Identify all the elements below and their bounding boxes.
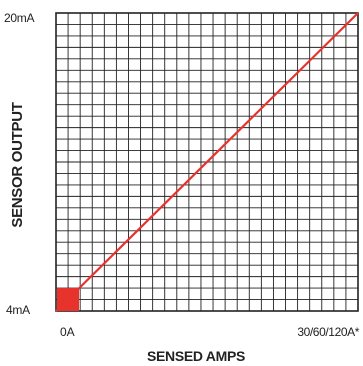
x-tick-label-min: 0A bbox=[60, 325, 75, 339]
series-line bbox=[55, 12, 359, 312]
y-axis-label: SENSOR OUTPUT bbox=[9, 102, 26, 227]
y-tick-label-min: 4mA bbox=[6, 303, 30, 317]
x-axis-label: SENSED AMPS bbox=[147, 348, 245, 364]
y-tick-label-max: 20mA bbox=[4, 11, 34, 25]
chart-grid bbox=[56, 13, 358, 311]
x-tick-label-max: 30/60/120A* bbox=[297, 325, 359, 339]
series-marks bbox=[55, 12, 359, 312]
plot-area-frame bbox=[55, 12, 359, 312]
